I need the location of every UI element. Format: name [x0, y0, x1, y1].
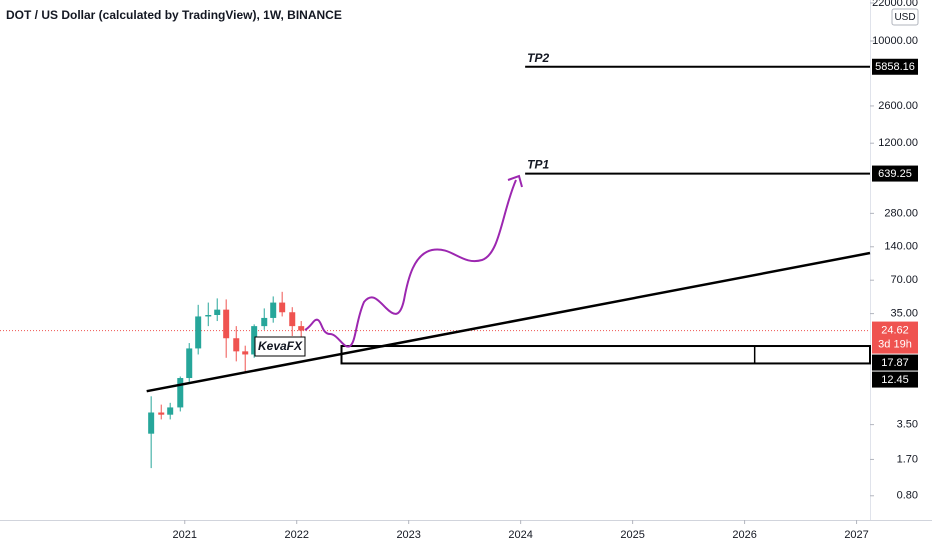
- y-tick-label: 10000.00: [872, 35, 918, 47]
- y-tick-label: 70.00: [890, 274, 918, 286]
- x-tick-label: 2025: [620, 529, 644, 541]
- target-name: TP1: [527, 158, 549, 172]
- candle-body: [279, 302, 286, 313]
- candle-body: [167, 407, 174, 415]
- candle-body: [223, 309, 230, 339]
- target-name: TP2: [527, 51, 549, 65]
- zone-price-label: 17.87: [881, 357, 909, 369]
- y-tick-label: 1200.00: [878, 137, 918, 149]
- currency-box[interactable]: [891, 8, 919, 26]
- x-tick-label: 2023: [396, 529, 420, 541]
- target-price-label: 5858.16: [875, 61, 915, 73]
- x-tick-label: 2027: [844, 529, 868, 541]
- target-price-box: [872, 165, 918, 182]
- x-tick-label: 2026: [732, 529, 756, 541]
- y-tick-label: 2600.00: [878, 100, 918, 112]
- candle-body: [298, 326, 305, 331]
- drawing-label: KevaFX: [258, 339, 303, 353]
- zone-price-label: 12.45: [881, 374, 909, 386]
- candle-body: [177, 378, 184, 408]
- y-tick-label: 22000.00: [872, 0, 918, 9]
- candle-body: [261, 317, 268, 327]
- candle-body: [251, 326, 258, 355]
- target-price-label: 639.25: [878, 168, 912, 180]
- drawing-label-box: [254, 336, 306, 357]
- chart-title: DOT / US Dollar (calculated by TradingVi…: [6, 8, 342, 22]
- candle-body: [186, 348, 193, 379]
- zone-price-box: [872, 354, 918, 371]
- candle-body: [195, 316, 202, 349]
- candle-body: [242, 351, 249, 355]
- candle-body: [270, 302, 277, 318]
- candle-body: [214, 309, 221, 316]
- y-tick-label: 35.00: [890, 308, 918, 320]
- x-tick-label: 2024: [508, 529, 532, 541]
- y-tick-label: 280.00: [884, 207, 918, 219]
- candle-body: [289, 312, 296, 327]
- countdown-label: 3d 19h: [878, 338, 912, 350]
- currency: USD: [894, 12, 915, 23]
- y-tick-label: 140.00: [884, 241, 918, 253]
- plot: 22000.00 10000.00 2600.00 1200.00 280.00 140.…: [0, 0, 918, 541]
- x-tick-label: 2022: [284, 529, 308, 541]
- x-tick-label: 2021: [173, 529, 197, 541]
- last-price-box: [872, 321, 918, 354]
- candle-body: [205, 315, 212, 317]
- y-tick-label: 0.80: [897, 490, 918, 502]
- trendline: [146, 251, 871, 393]
- projection-arrowhead: [507, 174, 523, 188]
- candle-body: [148, 412, 155, 434]
- projection-curve: [304, 179, 517, 348]
- candle-body: [233, 338, 240, 352]
- candle-body: [158, 412, 165, 415]
- last-price-label: 24.62: [881, 324, 909, 336]
- y-tick-label: 1.70: [897, 453, 918, 465]
- y-tick-label: 3.50: [897, 419, 918, 431]
- target-price-box: [872, 58, 918, 75]
- zone-price-box: [872, 371, 918, 388]
